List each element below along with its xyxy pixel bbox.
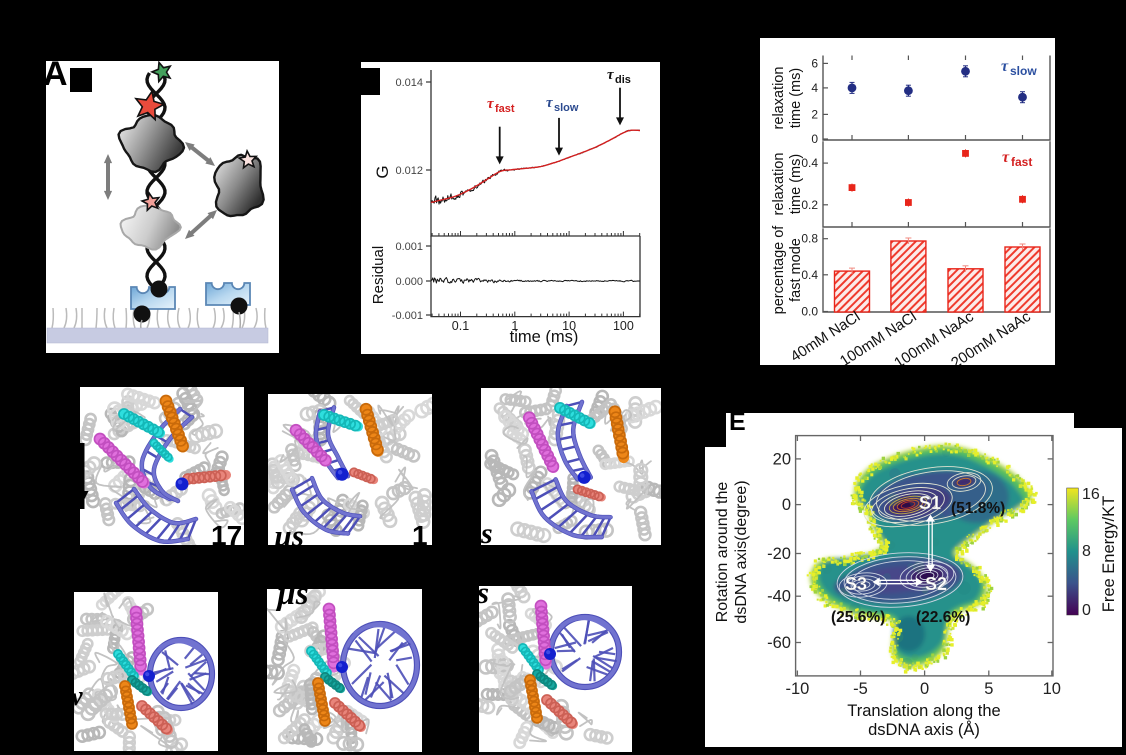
svg-text:0: 0 bbox=[920, 680, 929, 698]
svg-text:16: 16 bbox=[1082, 486, 1100, 503]
svg-text:4: 4 bbox=[811, 81, 818, 95]
svg-text:(51.8%): (51.8%) bbox=[951, 500, 1005, 517]
svg-text:Free Energy/KT: Free Energy/KT bbox=[1100, 496, 1118, 612]
svg-text:time (ms): time (ms) bbox=[788, 154, 804, 214]
svg-text:τ: τ bbox=[1002, 149, 1010, 166]
svg-text:(22.6%): (22.6%) bbox=[916, 609, 970, 626]
svg-text:-40: -40 bbox=[767, 588, 791, 606]
svg-text:10: 10 bbox=[1043, 680, 1061, 698]
svg-text:percentage of: percentage of bbox=[771, 225, 787, 315]
svg-text:slow: slow bbox=[1010, 64, 1037, 78]
svg-text:0.2: 0.2 bbox=[801, 198, 818, 212]
svg-text:Residual: Residual bbox=[370, 246, 387, 304]
svg-text:6: 6 bbox=[811, 56, 818, 70]
svg-text:0: 0 bbox=[811, 132, 818, 146]
svg-text:-0.001: -0.001 bbox=[392, 310, 423, 322]
svg-text:-60: -60 bbox=[767, 634, 791, 652]
svg-text:Rotation around the: Rotation around the bbox=[714, 482, 731, 623]
svg-text:-20: -20 bbox=[767, 545, 791, 563]
svg-text:time (ms): time (ms) bbox=[788, 68, 804, 128]
svg-text:0.4: 0.4 bbox=[801, 156, 818, 170]
svg-text:τ: τ bbox=[487, 96, 495, 112]
svg-text:0.8: 0.8 bbox=[801, 232, 818, 246]
svg-text:20: 20 bbox=[773, 450, 791, 468]
svg-text:fast: fast bbox=[1011, 155, 1032, 169]
svg-text:10: 10 bbox=[562, 319, 576, 333]
svg-text:dsDNA axis (Å): dsDNA axis (Å) bbox=[868, 720, 980, 739]
svg-text:100: 100 bbox=[613, 319, 634, 333]
svg-text:2: 2 bbox=[811, 107, 818, 121]
svg-text:0: 0 bbox=[782, 496, 791, 514]
svg-text:0.012: 0.012 bbox=[395, 165, 423, 177]
svg-text:S2: S2 bbox=[925, 574, 947, 594]
svg-text:fast mode: fast mode bbox=[788, 238, 804, 302]
svg-text:τ: τ bbox=[1001, 58, 1009, 75]
svg-text:τ: τ bbox=[546, 95, 554, 111]
svg-text:-5: -5 bbox=[853, 680, 868, 698]
svg-text:0.4: 0.4 bbox=[801, 268, 818, 282]
svg-text:time (ms): time (ms) bbox=[510, 328, 579, 346]
svg-text:relaxation: relaxation bbox=[771, 153, 787, 216]
svg-text:E: E bbox=[729, 413, 746, 436]
svg-text:S1: S1 bbox=[919, 493, 941, 513]
svg-text:5: 5 bbox=[984, 680, 993, 698]
svg-text:(25.6%): (25.6%) bbox=[831, 609, 885, 626]
svg-text:0.014: 0.014 bbox=[395, 77, 423, 89]
svg-text:0.1: 0.1 bbox=[452, 319, 469, 333]
svg-text:dsDNA axis(degree): dsDNA axis(degree) bbox=[733, 480, 750, 623]
svg-text:fast: fast bbox=[495, 103, 515, 115]
svg-text:0.000: 0.000 bbox=[395, 276, 423, 288]
svg-text:relaxation: relaxation bbox=[771, 67, 787, 130]
svg-text:dis: dis bbox=[615, 74, 631, 86]
svg-text:S3: S3 bbox=[845, 574, 867, 594]
svg-text:0.0: 0.0 bbox=[801, 305, 818, 319]
svg-text:1: 1 bbox=[511, 319, 518, 333]
svg-text:τ: τ bbox=[607, 67, 615, 83]
svg-text:Translation along the: Translation along the bbox=[847, 702, 1001, 720]
svg-text:slow: slow bbox=[554, 102, 579, 114]
svg-text:0.001: 0.001 bbox=[395, 241, 423, 253]
svg-text:0: 0 bbox=[1082, 602, 1091, 619]
svg-text:G: G bbox=[373, 165, 392, 178]
svg-text:-10: -10 bbox=[785, 680, 809, 698]
svg-text:8: 8 bbox=[1082, 543, 1091, 560]
